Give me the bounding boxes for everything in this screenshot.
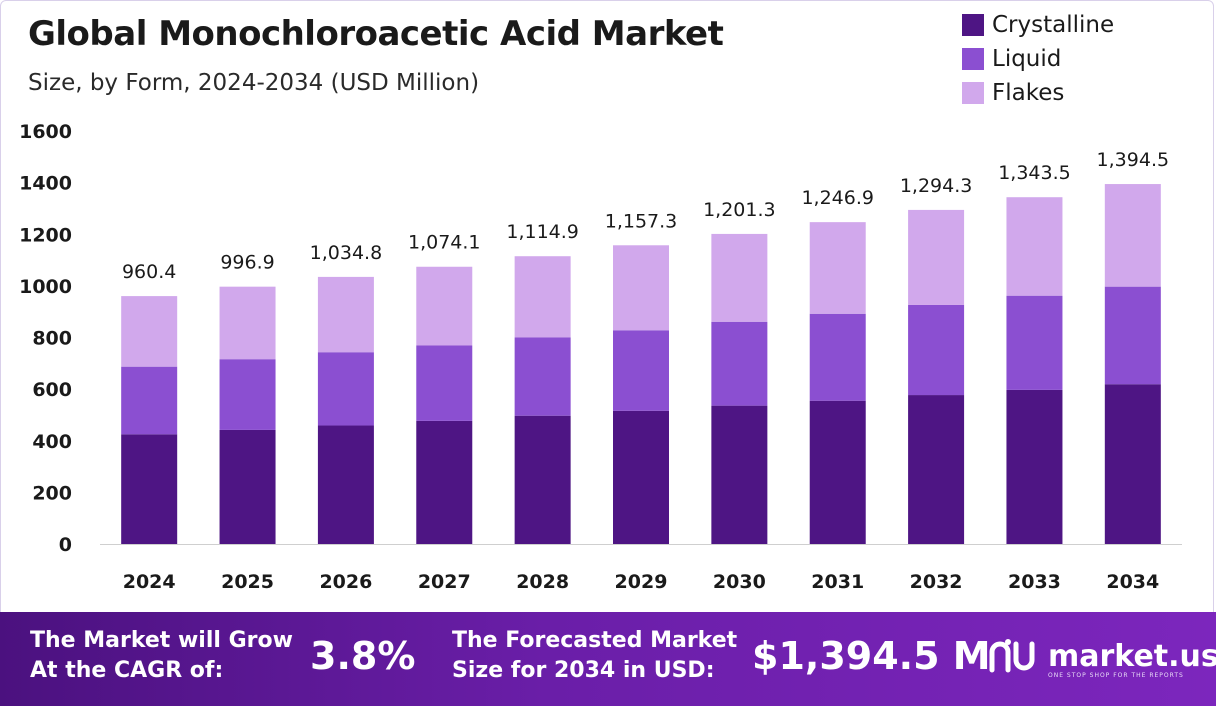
bar-liquid-2026 (317, 352, 374, 426)
bar-crystalline-2029 (613, 410, 669, 544)
bar-flakes-2031 (809, 222, 866, 314)
bar-liquid-2030 (711, 321, 768, 406)
data-label-total: 1,201.3 (703, 199, 776, 221)
bar-liquid-2033 (1006, 295, 1063, 390)
bar-crystalline-2033 (1006, 389, 1063, 544)
bar-liquid-2031 (809, 313, 866, 401)
legend-swatch-flakes (962, 82, 984, 104)
bar-crystalline-2024 (121, 434, 178, 544)
x-tick-label: 2024 (123, 571, 176, 593)
y-tick-label: 1000 (19, 276, 72, 298)
bar-flakes-2026 (317, 276, 374, 353)
legend-label-flakes: Flakes (992, 80, 1065, 106)
cagr-value: 3.8% (310, 634, 416, 678)
bar-crystalline-2028 (514, 415, 571, 544)
bar-liquid-2029 (613, 330, 669, 411)
legend-label-crystalline: Crystalline (992, 12, 1115, 38)
y-tick-label: 1200 (19, 224, 72, 246)
bar-liquid-2032 (908, 304, 965, 396)
chart-title: Global Monochloroacetic Acid Market (28, 14, 724, 54)
legend-item-flakes: Flakes (962, 76, 1114, 110)
y-tick-label: 1600 (19, 121, 72, 143)
x-tick-label: 2033 (1008, 571, 1061, 593)
bar-flakes-2024 (121, 296, 178, 367)
legend-item-liquid: Liquid (962, 42, 1114, 76)
x-tick-label: 2031 (811, 571, 864, 593)
data-label-total: 1,034.8 (310, 242, 383, 264)
data-label-total: 1,246.9 (801, 187, 874, 209)
forecast-label: The Forecasted Market Size for 2034 in U… (452, 628, 738, 683)
cagr-label: The Market will Grow At the CAGR of: (30, 628, 293, 683)
bar-flakes-2033 (1006, 197, 1063, 296)
x-tick-label: 2026 (319, 571, 372, 593)
stacked-bar-chart: 0 200 400 600 800 1000 1200 1400 1600 960.4 2024 99… (19, 121, 1182, 593)
brand-logo: market.us (986, 636, 1216, 676)
x-tick-label: 2028 (516, 571, 569, 593)
bar-flakes-2030 (711, 233, 768, 322)
bar-crystalline-2027 (416, 420, 473, 544)
chart-subtitle: Size, by Form, 2024-2034 (USD Million) (28, 70, 480, 96)
brand-tagline: ONE STOP SHOP FOR THE REPORTS (1048, 672, 1184, 679)
data-label-total: 960.4 (122, 261, 176, 283)
bar-flakes-2027 (416, 266, 473, 346)
y-tick-label: 0 (59, 534, 72, 556)
bar-crystalline-2026 (317, 425, 374, 544)
x-tick-label: 2025 (221, 571, 274, 593)
data-label-total: 996.9 (220, 252, 274, 274)
bar-liquid-2025 (219, 359, 276, 430)
bar-liquid-2027 (416, 345, 473, 421)
y-tick-label: 600 (32, 379, 72, 401)
bar-flakes-2025 (219, 286, 276, 360)
bar-crystalline-2030 (711, 405, 768, 544)
bar-flakes-2032 (908, 209, 965, 305)
forecast-value: $1,394.5 M (752, 634, 991, 678)
bar-crystalline-2032 (908, 395, 965, 544)
x-tick-label: 2030 (713, 571, 766, 593)
bar-crystalline-2031 (809, 400, 866, 544)
legend-item-crystalline: Crystalline (962, 8, 1114, 42)
data-label-total: 1,157.3 (605, 210, 678, 232)
y-tick-label: 1400 (19, 173, 72, 195)
data-label-total: 1,294.3 (900, 175, 973, 197)
brand-name: market.us (1048, 638, 1216, 674)
footer-banner: The Market will Grow At the CAGR of: 3.8… (0, 612, 1216, 706)
x-tick-label: 2027 (418, 571, 471, 593)
data-label-total: 1,394.5 (1097, 149, 1170, 171)
data-label-total: 1,074.1 (408, 232, 481, 254)
bar-liquid-2024 (121, 366, 178, 435)
x-tick-label: 2034 (1106, 571, 1159, 593)
y-tick-label: 800 (32, 328, 72, 350)
legend-label-liquid: Liquid (992, 46, 1062, 72)
bar-liquid-2028 (514, 337, 571, 416)
bar-flakes-2028 (514, 256, 571, 338)
x-tick-label: 2029 (615, 571, 668, 593)
bar-crystalline-2025 (219, 429, 276, 544)
y-tick-label: 200 (32, 482, 72, 504)
legend-swatch-liquid (962, 48, 984, 70)
y-tick-label: 400 (32, 431, 72, 453)
legend-swatch-crystalline (962, 14, 984, 36)
bar-crystalline-2034 (1104, 384, 1161, 544)
data-label-total: 1,343.5 (998, 162, 1071, 184)
bar-flakes-2034 (1104, 184, 1161, 287)
market-us-logo-icon (989, 639, 1035, 673)
data-label-total: 1,114.9 (506, 221, 579, 243)
bar-liquid-2034 (1104, 286, 1161, 385)
bar-flakes-2029 (613, 245, 669, 331)
x-tick-label: 2032 (910, 571, 963, 593)
legend: Crystalline Liquid Flakes (962, 8, 1114, 110)
